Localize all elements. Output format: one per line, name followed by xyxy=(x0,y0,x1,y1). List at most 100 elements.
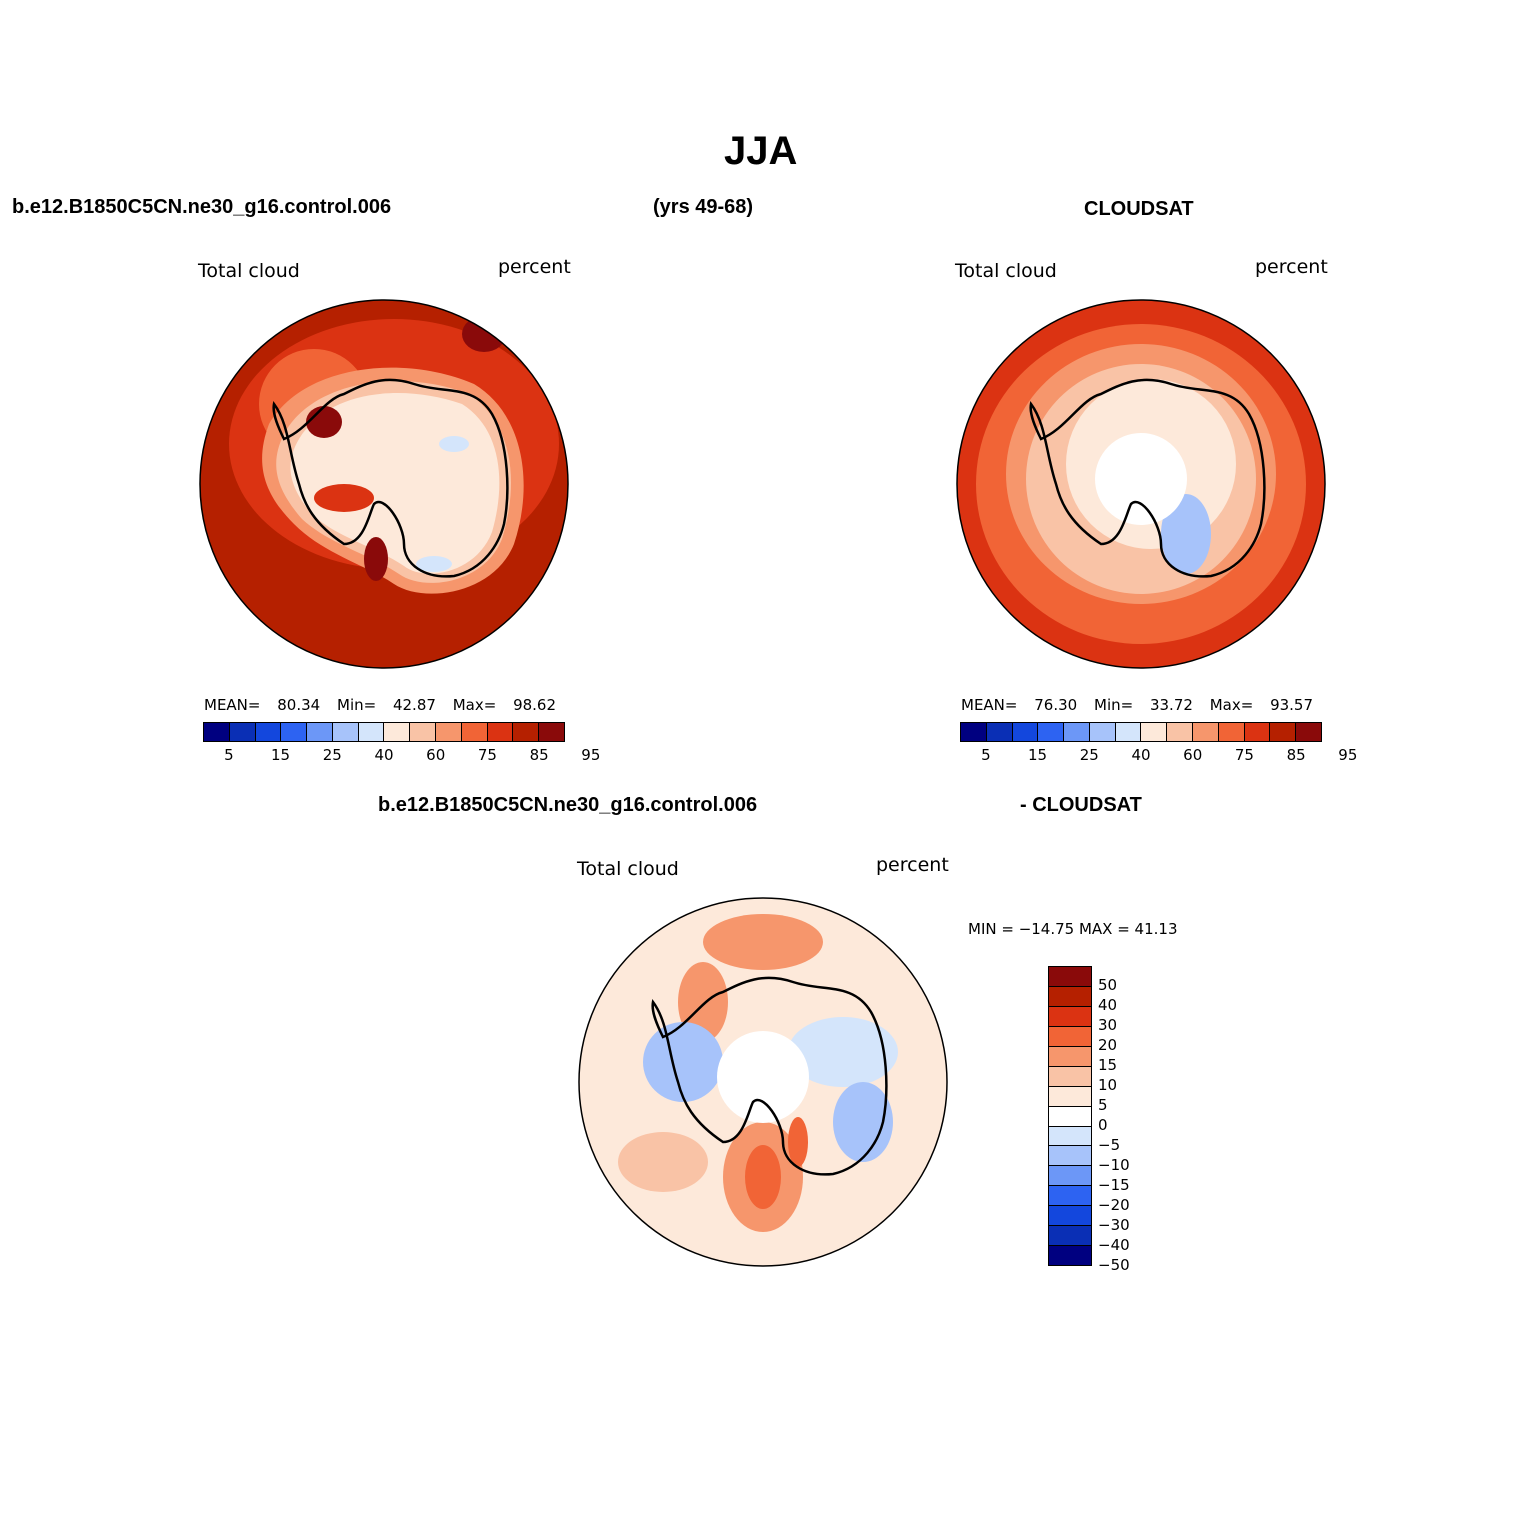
colorbar-swatch xyxy=(1049,1186,1091,1207)
colorbar-swatch xyxy=(1167,723,1194,741)
colorbar-swatch xyxy=(1049,1246,1091,1266)
colorbar-tick-label: 15 xyxy=(1028,746,1048,764)
obs-max-value: 93.57 xyxy=(1270,696,1314,714)
colorbar-tick-label: −20 xyxy=(1098,1196,1130,1214)
colorbar-swatch xyxy=(1115,723,1142,741)
diff-case-name: b.e12.B1850C5CN.ne30_g16.control.006 xyxy=(378,794,758,816)
obs-polar-map xyxy=(956,299,1326,669)
obs-min-value: 33.72 xyxy=(1149,696,1193,714)
obs-name: CLOUDSAT xyxy=(1084,198,1194,220)
model-max-label: Max= xyxy=(452,696,497,714)
colorbar-swatch xyxy=(1049,1046,1091,1067)
obs-units-label: percent xyxy=(1255,256,1328,278)
colorbar-swatch xyxy=(1089,723,1116,741)
colorbar-swatch xyxy=(1012,723,1039,741)
colorbar-tick-label: 85 xyxy=(1286,746,1306,764)
model-min-value: 42.87 xyxy=(392,696,436,714)
model-mean-value: 80.34 xyxy=(277,696,321,714)
obs-max-label: Max= xyxy=(1209,696,1254,714)
colorbar-tick-label: −15 xyxy=(1098,1176,1130,1194)
colorbar-swatch xyxy=(1193,723,1219,741)
colorbar-tick-label: 40 xyxy=(1098,996,1118,1014)
colorbar-swatch xyxy=(539,723,564,741)
colorbar-tick-label: 95 xyxy=(581,746,601,764)
colorbar-tick-label: 40 xyxy=(374,746,394,764)
colorbar-swatch xyxy=(332,723,359,741)
colorbar-swatch xyxy=(307,723,333,741)
colorbar-tick-label: 5 xyxy=(981,746,991,764)
colorbar-swatch xyxy=(1049,1026,1091,1047)
colorbar-swatch xyxy=(1270,723,1297,741)
diff-obs-name: - CLOUDSAT xyxy=(1020,794,1142,816)
colorbar-tick-label: 10 xyxy=(1098,1076,1118,1094)
colorbar-swatch xyxy=(255,723,282,741)
colorbar-tick-label: 0 xyxy=(1098,1116,1108,1134)
colorbar-swatch xyxy=(1049,1106,1091,1127)
colorbar-swatch xyxy=(436,723,462,741)
colorbar-swatch xyxy=(487,723,514,741)
colorbar-tick-label: 50 xyxy=(1098,976,1118,994)
colorbar-swatch xyxy=(961,723,987,741)
colorbar-tick-label: 60 xyxy=(426,746,446,764)
colorbar-tick-label: 15 xyxy=(271,746,291,764)
colorbar-swatch xyxy=(384,723,411,741)
colorbar-swatch xyxy=(1049,1126,1091,1147)
colorbar-swatch xyxy=(358,723,385,741)
colorbar-tick-label: −40 xyxy=(1098,1236,1130,1254)
colorbar-tick-label: 60 xyxy=(1183,746,1203,764)
colorbar-tick-label: −10 xyxy=(1098,1156,1130,1174)
obs-variable-label: Total cloud xyxy=(955,260,1057,282)
colorbar-tick-label: 75 xyxy=(477,746,497,764)
colorbar-tick-label: 25 xyxy=(1079,746,1099,764)
colorbar-swatch xyxy=(1049,1166,1091,1187)
obs-mean-label: MEAN= xyxy=(961,696,1018,714)
colorbar-swatch xyxy=(1049,967,1091,987)
obs-stats: MEAN= 76.30 Min= 33.72 Max= 93.57 xyxy=(961,696,1313,714)
colorbar-swatch xyxy=(1218,723,1245,741)
obs-colorbar xyxy=(960,722,1322,742)
colorbar-tick-label: 30 xyxy=(1098,1016,1118,1034)
model-units-label: percent xyxy=(498,256,571,278)
colorbar-swatch xyxy=(1141,723,1168,741)
case-name: b.e12.B1850C5CN.ne30_g16.control.006 xyxy=(12,196,392,218)
diff-colorbar xyxy=(1048,966,1092,1266)
colorbar-tick-label: −5 xyxy=(1098,1136,1121,1154)
model-min-label: Min= xyxy=(337,696,377,714)
diff-stats: MIN = −14.75 MAX = 41.13 xyxy=(968,920,1178,938)
diff-units-label: percent xyxy=(876,854,949,876)
colorbar-tick-label: 15 xyxy=(1098,1056,1118,1074)
colorbar-swatch xyxy=(1064,723,1090,741)
colorbar-swatch xyxy=(1049,1086,1091,1107)
colorbar-swatch xyxy=(204,723,230,741)
colorbar-swatch xyxy=(1244,723,1271,741)
colorbar-tick-label: −50 xyxy=(1098,1256,1130,1274)
model-max-value: 98.62 xyxy=(513,696,557,714)
colorbar-tick-label: −30 xyxy=(1098,1216,1130,1234)
colorbar-swatch xyxy=(281,723,308,741)
colorbar-swatch xyxy=(229,723,256,741)
diff-variable-label: Total cloud xyxy=(577,858,679,880)
model-stats: MEAN= 80.34 Min= 42.87 Max= 98.62 xyxy=(204,696,556,714)
colorbar-swatch xyxy=(1049,986,1091,1007)
colorbar-swatch xyxy=(461,723,488,741)
colorbar-swatch xyxy=(1049,1006,1091,1027)
colorbar-tick-label: 40 xyxy=(1131,746,1151,764)
colorbar-swatch xyxy=(513,723,540,741)
model-polar-map xyxy=(199,299,569,669)
obs-mean-value: 76.30 xyxy=(1034,696,1078,714)
colorbar-swatch xyxy=(986,723,1013,741)
figure-title: JJA xyxy=(724,129,798,173)
obs-min-label: Min= xyxy=(1094,696,1134,714)
colorbar-tick-label: 5 xyxy=(1098,1096,1108,1114)
years-range: (yrs 49-68) xyxy=(653,196,754,218)
colorbar-tick-label: 75 xyxy=(1234,746,1254,764)
colorbar-swatch xyxy=(410,723,437,741)
colorbar-swatch xyxy=(1296,723,1321,741)
colorbar-tick-label: 5 xyxy=(224,746,234,764)
colorbar-tick-label: 25 xyxy=(322,746,342,764)
colorbar-swatch xyxy=(1049,1206,1091,1227)
colorbar-swatch xyxy=(1049,1066,1091,1087)
colorbar-tick-label: 20 xyxy=(1098,1036,1118,1054)
colorbar-tick-label: 85 xyxy=(529,746,549,764)
model-variable-label: Total cloud xyxy=(198,260,300,282)
